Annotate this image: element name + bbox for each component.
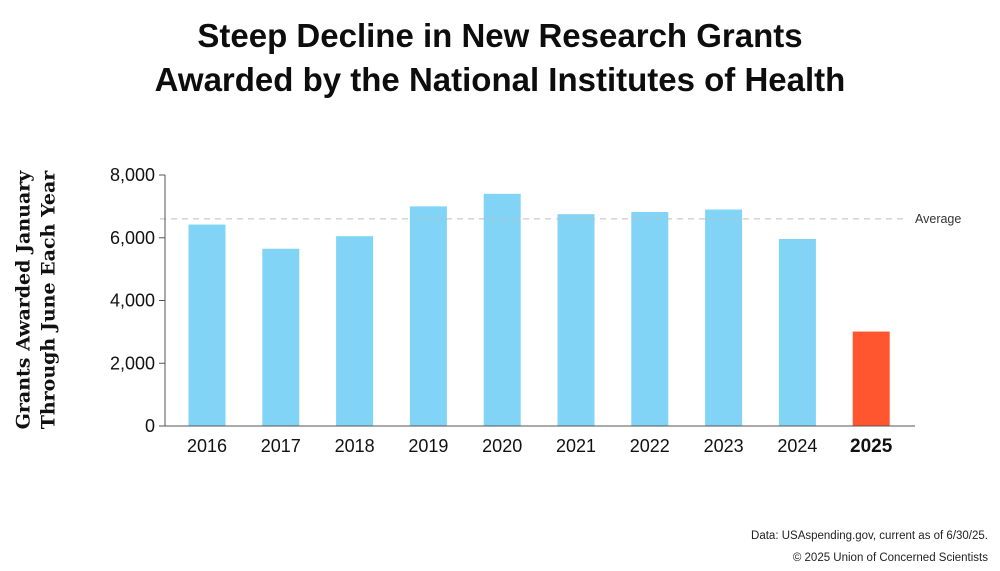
y-tick-label-4000: 4,000 <box>110 291 155 311</box>
bar-2017 <box>262 248 300 426</box>
y-tick-label-8000: 8,000 <box>110 165 155 185</box>
average-reference-label: Average <box>915 212 961 226</box>
bar-2021 <box>557 214 595 426</box>
x-tick-label-2023: 2023 <box>704 436 744 456</box>
x-tick-label-2020: 2020 <box>482 436 522 456</box>
y-tick-label-0: 0 <box>145 416 155 436</box>
chart-title-line-2: Awarded by the National Institutes of He… <box>154 61 846 98</box>
bar-2025 <box>852 331 890 426</box>
bar-2016 <box>188 224 226 426</box>
x-tick-label-2016: 2016 <box>187 436 227 456</box>
y-tick-label-2000: 2,000 <box>110 353 155 373</box>
data-source-note: Data: USAspending.gov, current as of 6/3… <box>751 530 988 542</box>
chart-title-line-1: Steep Decline in New Research Grants <box>197 17 803 54</box>
bar-2020 <box>483 193 521 426</box>
x-tick-label-2022: 2022 <box>630 436 670 456</box>
x-tick-label-2025: 2025 <box>850 436 893 457</box>
bar-2024 <box>778 239 816 426</box>
x-tick-label-2018: 2018 <box>335 436 375 456</box>
y-tick-label-6000: 6,000 <box>110 228 155 248</box>
x-tick-label-2024: 2024 <box>777 436 817 456</box>
bar-2019 <box>409 206 447 426</box>
bar-2023 <box>705 209 743 426</box>
chart-title: Steep Decline in New Research Grants Awa… <box>0 14 1000 102</box>
bar-2018 <box>336 236 374 426</box>
x-tick-label-2021: 2021 <box>556 436 596 456</box>
copyright-note: © 2025 Union of Concerned Scientists <box>792 552 988 564</box>
bar-2022 <box>631 212 669 426</box>
x-tick-label-2017: 2017 <box>261 436 301 456</box>
x-tick-label-2019: 2019 <box>408 436 448 456</box>
